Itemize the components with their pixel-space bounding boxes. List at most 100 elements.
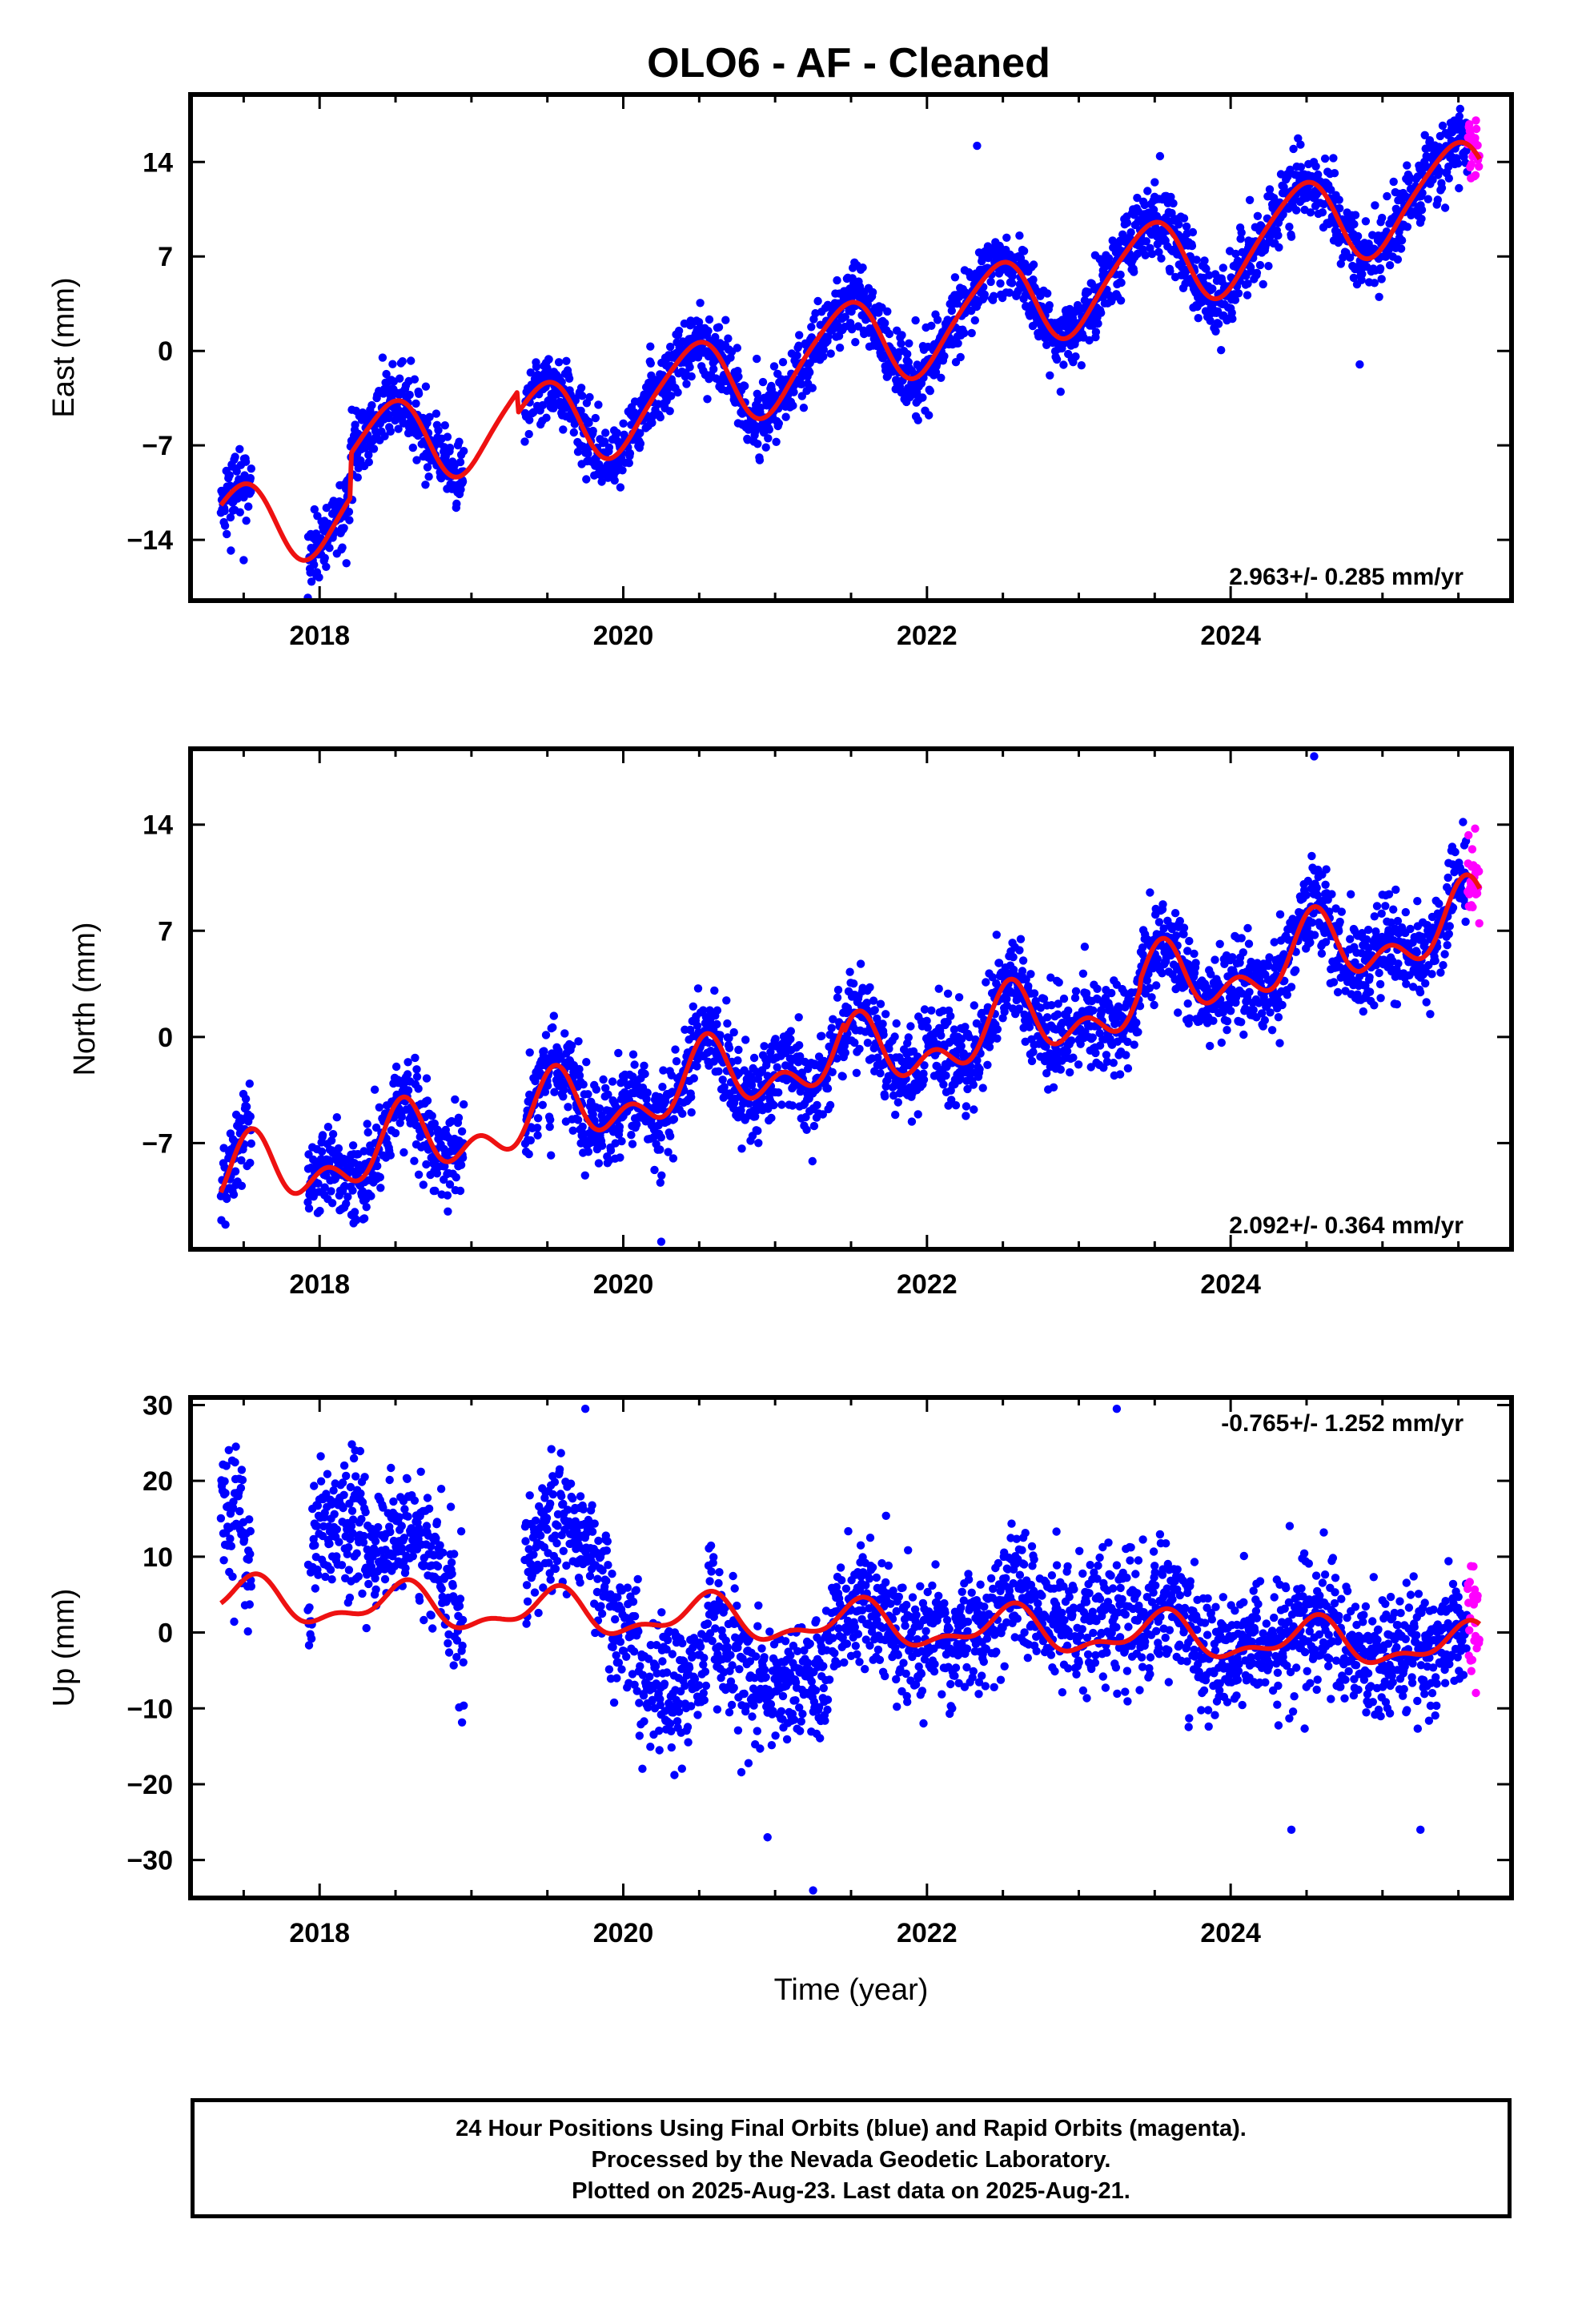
- final-orbit-point: [1425, 136, 1435, 145]
- final-orbit-point: [897, 331, 906, 340]
- final-orbit-point: [628, 1140, 637, 1148]
- final-orbit-point: [772, 437, 781, 446]
- final-orbit-point: [809, 1121, 819, 1131]
- final-orbit-point: [1279, 183, 1288, 191]
- final-orbit-point: [1405, 173, 1414, 182]
- final-orbit-point: [934, 1040, 942, 1049]
- final-orbit-point: [1417, 205, 1427, 215]
- final-orbit-point: [384, 413, 393, 423]
- final-orbit-point: [926, 387, 935, 396]
- final-orbit-point: [1291, 966, 1300, 975]
- final-orbit-point: [422, 1160, 431, 1169]
- final-orbit-point: [892, 1019, 901, 1028]
- final-orbit-point: [803, 1064, 813, 1074]
- rapid-orbit-point: [1473, 141, 1482, 150]
- final-orbit-point: [584, 449, 592, 458]
- final-orbit-point: [1335, 195, 1343, 204]
- final-orbit-point: [373, 1161, 382, 1171]
- final-orbit-point: [1285, 223, 1294, 231]
- final-orbit-point: [1043, 1013, 1052, 1022]
- final-orbit-point: [1024, 982, 1033, 991]
- final-orbit-point: [1330, 169, 1339, 178]
- final-orbit-point: [774, 419, 783, 428]
- final-orbit-point: [1279, 210, 1287, 219]
- final-orbit-point: [1265, 185, 1275, 194]
- final-orbit-point: [956, 1075, 965, 1084]
- final-orbit-point: [983, 1060, 992, 1070]
- final-orbit-point: [760, 1042, 769, 1051]
- final-orbit-point: [220, 506, 229, 516]
- final-orbit-point: [1133, 193, 1142, 203]
- final-orbit-point: [1188, 227, 1198, 237]
- final-orbit-point: [432, 1169, 442, 1178]
- final-orbit-point: [1252, 268, 1262, 277]
- final-orbit-point: [524, 429, 533, 439]
- final-orbit-point: [1109, 1059, 1118, 1068]
- final-orbit-point: [407, 356, 416, 365]
- final-orbit-point: [1337, 907, 1347, 916]
- final-orbit-point: [410, 375, 420, 384]
- final-orbit-point: [922, 1016, 931, 1026]
- final-orbit-point: [788, 1101, 797, 1110]
- final-orbit-point: [705, 315, 714, 324]
- final-orbit-point: [422, 1074, 432, 1083]
- final-orbit-point: [247, 464, 255, 473]
- final-orbit-point: [1283, 991, 1292, 999]
- final-orbit-point: [588, 426, 597, 436]
- final-orbit-point: [1078, 969, 1088, 979]
- final-orbit-point: [220, 521, 230, 530]
- final-orbit-point: [543, 1081, 552, 1090]
- final-orbit-point: [616, 1153, 624, 1162]
- final-orbit-point: [447, 1116, 456, 1126]
- final-orbit-point: [1312, 883, 1321, 892]
- final-orbit-point: [440, 421, 449, 430]
- final-orbit-point: [749, 1053, 759, 1063]
- final-orbit-point: [619, 419, 628, 428]
- final-orbit-point: [1205, 271, 1214, 279]
- final-orbit-point: [1455, 112, 1464, 121]
- final-orbit-point: [1253, 211, 1263, 220]
- final-orbit-point: [367, 400, 376, 410]
- final-orbit-point: [881, 1010, 890, 1019]
- final-orbit-point: [456, 457, 465, 467]
- final-orbit-point: [421, 480, 430, 489]
- final-orbit-point: [597, 477, 606, 486]
- final-orbit-point: [789, 401, 797, 410]
- final-orbit-point: [1029, 275, 1038, 284]
- final-orbit-point: [818, 1110, 827, 1119]
- final-orbit-point: [753, 1126, 762, 1136]
- final-orbit-point: [1094, 319, 1102, 328]
- final-orbit-point: [1093, 984, 1102, 994]
- final-orbit-point: [579, 1080, 588, 1089]
- final-orbit-point: [443, 432, 452, 441]
- final-orbit-point: [746, 1072, 756, 1081]
- final-orbit-point: [957, 1042, 966, 1051]
- outlier-point: [1355, 360, 1364, 369]
- final-orbit-point: [560, 1085, 568, 1095]
- final-orbit-point: [1231, 249, 1240, 259]
- final-orbit-point: [223, 529, 231, 539]
- outlier-point: [973, 141, 982, 151]
- final-orbit-point: [961, 1023, 970, 1031]
- final-orbit-point: [658, 1083, 667, 1092]
- final-orbit-point: [802, 1125, 811, 1135]
- final-orbit-point: [1134, 1027, 1142, 1037]
- final-orbit-point: [1026, 970, 1035, 979]
- final-orbit-point: [1130, 1040, 1138, 1049]
- final-orbit-point: [412, 399, 420, 408]
- final-orbit-point: [648, 418, 656, 428]
- final-orbit-point: [946, 1011, 955, 1021]
- final-orbit-point: [315, 573, 323, 582]
- final-orbit-point: [1179, 923, 1189, 932]
- final-orbit-point: [713, 1019, 721, 1029]
- final-orbit-point: [1223, 1017, 1232, 1026]
- final-orbit-point: [704, 1038, 713, 1047]
- final-orbit-point: [1183, 999, 1192, 1008]
- final-orbit-point: [897, 339, 905, 348]
- final-orbit-point: [934, 984, 943, 993]
- final-orbit-point: [753, 396, 762, 404]
- final-orbit-point: [819, 345, 828, 354]
- final-orbit-point: [408, 443, 417, 452]
- final-orbit-point: [1147, 249, 1157, 259]
- final-orbit-point: [1306, 938, 1315, 947]
